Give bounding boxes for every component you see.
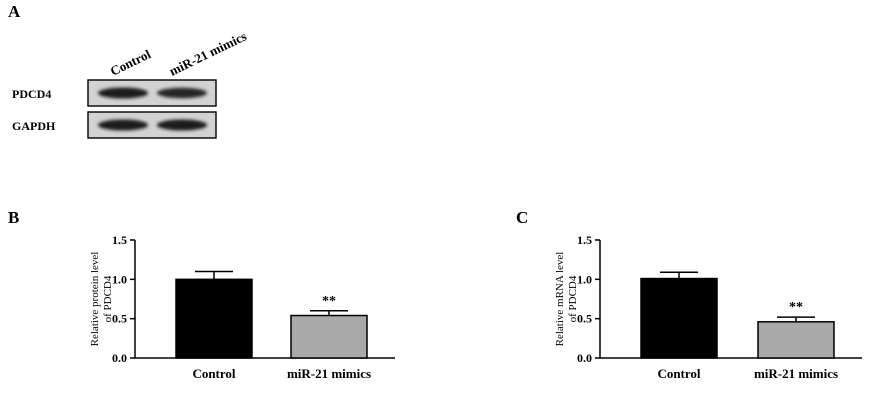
panel-label-a: A bbox=[8, 2, 21, 21]
bar bbox=[640, 277, 718, 359]
bar bbox=[757, 321, 835, 359]
x-tick-label: Control bbox=[657, 366, 700, 381]
y-axis-label: Relative mRNA levelof PDCD4 bbox=[554, 252, 579, 347]
y-tick-label: 1.0 bbox=[577, 272, 592, 286]
x-tick-label: Control bbox=[192, 366, 235, 381]
blot-band bbox=[98, 119, 148, 131]
panel-label-b: B bbox=[8, 208, 20, 227]
x-tick-label: miR-21 mimics bbox=[754, 366, 838, 381]
blot-row-label: GAPDH bbox=[12, 119, 56, 133]
panel-label-c: C bbox=[516, 208, 529, 227]
bar bbox=[175, 278, 253, 359]
y-tick-label: 1.5 bbox=[577, 233, 592, 247]
significance-label: ** bbox=[322, 294, 336, 309]
y-tick-label: 0.0 bbox=[577, 351, 592, 365]
blot-row-label: PDCD4 bbox=[12, 87, 51, 101]
blot-band bbox=[98, 87, 148, 99]
y-tick-label: 1.5 bbox=[112, 233, 127, 247]
blot-band bbox=[157, 87, 207, 99]
y-tick-label: 0.0 bbox=[112, 351, 127, 365]
significance-label: ** bbox=[789, 300, 803, 315]
x-tick-label: miR-21 mimics bbox=[287, 366, 371, 381]
bar bbox=[290, 314, 368, 359]
blot-band bbox=[157, 119, 207, 131]
y-tick-label: 0.5 bbox=[577, 312, 592, 326]
y-tick-label: 1.0 bbox=[112, 272, 127, 286]
y-tick-label: 0.5 bbox=[112, 312, 127, 326]
y-axis-label: Relative protein levelof PDCD4 bbox=[89, 252, 114, 347]
